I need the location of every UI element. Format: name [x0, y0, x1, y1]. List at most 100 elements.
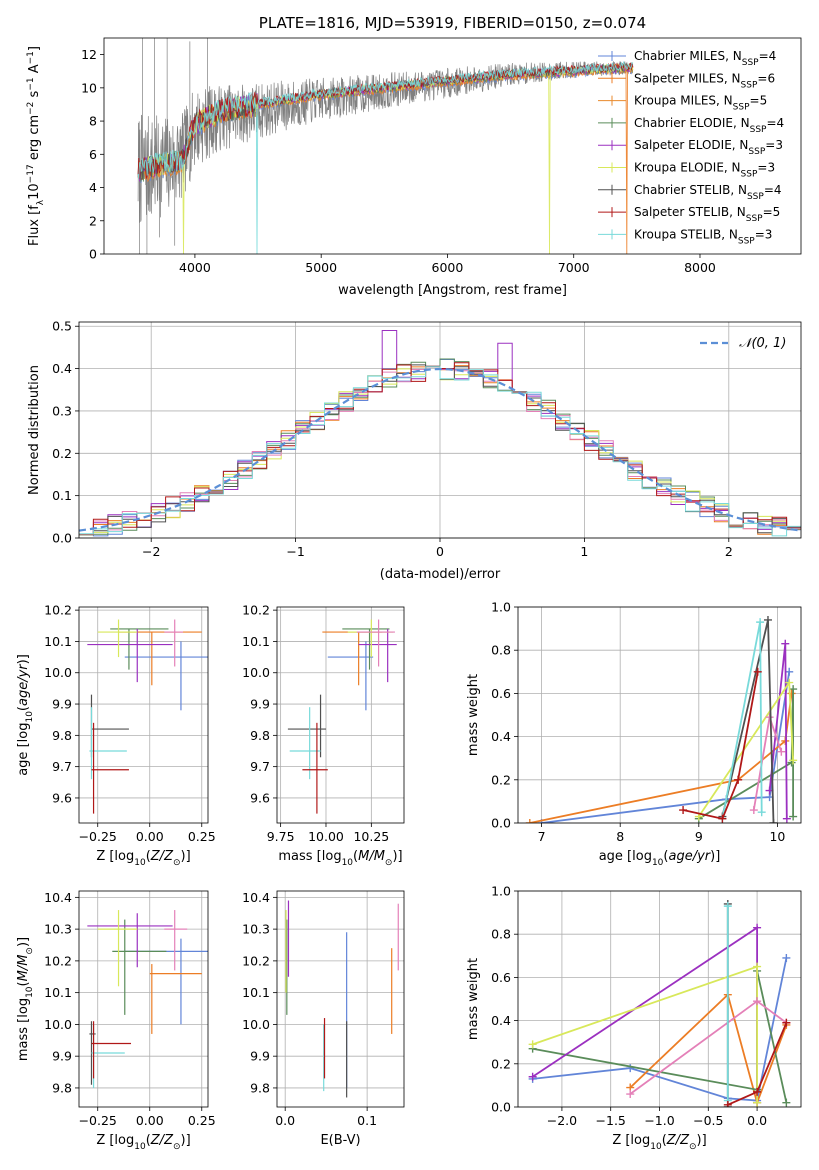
weight-marker	[777, 747, 786, 756]
weight-marker	[785, 667, 794, 676]
legend-label: Salpeter STELIB, NSSP=5	[634, 205, 780, 224]
weight-marker	[679, 806, 688, 815]
y-axis-label: Flux [fλ10−17 erg cm−2 s−1 A−1]	[26, 46, 46, 246]
weight-marker	[753, 923, 762, 932]
y-tick-label: 0.0	[491, 1100, 511, 1115]
y-tick-label: 0.4	[491, 729, 511, 744]
y-tick-label: 10.2	[242, 603, 270, 618]
weight-marker	[525, 819, 534, 823]
y-tick-label: 0.8	[491, 927, 511, 942]
y-axis-label: age [log10(age/yr)]	[16, 654, 35, 776]
y-tick-label: 1.0	[491, 600, 511, 615]
chart-weight-vs-Z: −2.0 −1.5 −1.0 −0.5 0.0 0.0 0.2 0.4 0.6 0.8 1.0 Z […	[466, 884, 802, 1152]
y-tick-label: 10.0	[242, 665, 270, 680]
x-tick-label: −0.25	[79, 829, 117, 844]
chart-age-vs-Z: −0.25 0.00 0.25 9.6 9.7 9.8 9.9 10.0 10.1 10.2 Z […	[16, 603, 216, 868]
histogram-step	[79, 366, 801, 537]
y-tick-label: 10.1	[242, 634, 270, 649]
y-tick-label: 0.2	[52, 446, 72, 461]
x-tick-label: 7000	[558, 260, 590, 275]
x-axis-label: mass [log10(M/M⊙)]	[278, 849, 402, 868]
weight-marker	[734, 775, 743, 784]
y-tick-label: 10.0	[242, 1017, 270, 1032]
x-tick-label: 0.25	[188, 1113, 216, 1128]
x-axis-label: Z [log10(Z/Z⊙)]	[96, 1133, 190, 1152]
y-tick-label: 2	[89, 213, 97, 228]
x-tick-label: 5000	[305, 260, 337, 275]
y-tick-label: 10.2	[242, 953, 270, 968]
y-tick-label: 12	[81, 47, 97, 62]
y-tick-label: 9.8	[250, 1080, 270, 1095]
plot-area	[277, 607, 404, 823]
y-tick-label: 10.1	[242, 985, 270, 1000]
x-tick-label: 0.00	[136, 1113, 164, 1128]
x-tick-label: −2.0	[547, 1113, 577, 1128]
y-tick-label: 0.4	[52, 361, 72, 376]
weight-marker	[789, 756, 798, 765]
axes-frame	[103, 37, 802, 255]
chart-age-vs-mass: 9.75 10.00 10.25 9.6 9.7 9.8 9.9 10.0 10.1 10.2 ma…	[242, 603, 405, 868]
y-tick-label: 9.9	[52, 1049, 72, 1064]
weight-line	[541, 671, 791, 823]
y-tick-label: 9.7	[250, 759, 270, 774]
x-tick-label: −0.25	[79, 1113, 117, 1128]
x-tick-label: 0.25	[188, 829, 216, 844]
y-tick-label: 9.9	[250, 1049, 270, 1064]
plot-marks	[137, 38, 634, 254]
y-tick-label: 9.6	[52, 790, 72, 805]
weight-line	[629, 993, 788, 1106]
weight-marker	[785, 678, 794, 687]
legend-label: Kroupa MILES, NSSP=5	[634, 94, 767, 113]
axes-frame	[276, 890, 405, 1108]
y-axis-label: mass weight	[466, 674, 481, 756]
weight-marker	[782, 953, 791, 962]
x-tick-label: 8	[616, 829, 624, 844]
axes-frame	[276, 606, 405, 824]
y-tick-label: 8	[89, 114, 97, 129]
y-tick-label: 0.6	[491, 970, 511, 985]
x-tick-label: 0.0	[747, 1113, 767, 1128]
plot-marks	[87, 619, 208, 814]
x-tick-label: 10.00	[308, 829, 344, 844]
x-tick-label: 0.1	[357, 1113, 377, 1128]
weight-marker	[756, 618, 765, 627]
legend-label: Chabrier ELODIE, NSSP=4	[634, 116, 784, 135]
axes-frame	[78, 890, 209, 1108]
plot-area	[277, 891, 404, 1107]
legend-label: Salpeter ELODIE, NSSP=3	[634, 138, 783, 157]
legend-label: Salpeter MILES, NSSP=6	[634, 71, 775, 90]
weight-marker	[763, 615, 772, 624]
x-tick-label: 0	[436, 544, 444, 559]
y-tick-label: 10.1	[44, 634, 72, 649]
chart-mass-vs-EBV: 0.0 0.1 9.8 9.9 10.0 10.1 10.2 10.3 10.4 E(B-V)	[242, 890, 405, 1148]
x-tick-label: −2	[142, 544, 160, 559]
x-tick-label: −1.5	[596, 1113, 626, 1128]
plot-marks	[287, 619, 397, 814]
x-tick-label: 9.75	[267, 829, 295, 844]
x-tick-label: 4000	[179, 260, 211, 275]
y-tick-label: 1.0	[491, 884, 511, 899]
y-tick-label: 0	[89, 247, 97, 262]
y-tick-label: 9.6	[250, 790, 270, 805]
chart-spectrum: 4000 5000 6000 7000 8000 0 2 4 6 8 10 12 Chabrier MI…	[26, 14, 802, 298]
weight-marker	[528, 1072, 537, 1081]
plot-area	[79, 607, 208, 823]
y-tick-label: 10.0	[44, 665, 72, 680]
x-tick-label: 2	[725, 544, 733, 559]
histogram-step	[79, 358, 801, 536]
legend-label: Kroupa STELIB, NSSP=3	[634, 227, 772, 246]
weight-marker	[782, 814, 791, 823]
y-tick-label: 9.7	[52, 759, 72, 774]
y-tick-label: 0.1	[52, 488, 72, 503]
y-tick-label: 0.3	[52, 403, 72, 418]
y-tick-label: 10.3	[242, 922, 270, 937]
weight-marker	[528, 1040, 537, 1049]
axes-frame	[78, 321, 802, 539]
x-tick-label: 6000	[432, 260, 464, 275]
y-tick-label: 9.9	[52, 697, 72, 712]
y-tick-label: 10.3	[44, 922, 72, 937]
y-axis-label: mass weight	[466, 958, 481, 1040]
y-tick-label: 10	[81, 80, 97, 95]
model-line-kroupa-stelib	[137, 60, 634, 254]
